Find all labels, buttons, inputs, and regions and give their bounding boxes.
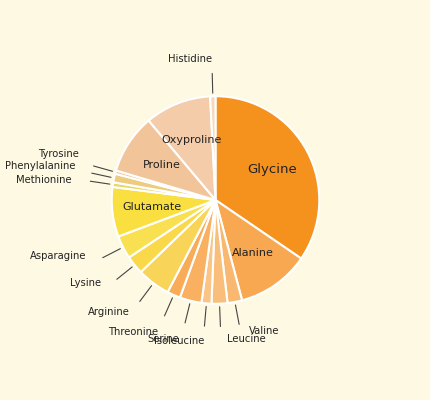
Wedge shape (179, 200, 215, 303)
Wedge shape (215, 96, 319, 258)
Wedge shape (111, 187, 215, 236)
Wedge shape (201, 200, 215, 304)
Text: Lysine: Lysine (70, 278, 101, 288)
Wedge shape (167, 200, 215, 298)
Text: Arginine: Arginine (88, 307, 129, 317)
Text: Proline: Proline (142, 160, 180, 170)
Wedge shape (215, 200, 301, 300)
Wedge shape (129, 200, 215, 272)
Text: Histidine: Histidine (168, 54, 212, 64)
Wedge shape (116, 120, 215, 200)
Text: Glutamate: Glutamate (122, 202, 181, 212)
Text: Threonine: Threonine (108, 327, 157, 337)
Text: Isoleucine: Isoleucine (153, 336, 203, 346)
Text: Asparagine: Asparagine (30, 251, 87, 261)
Wedge shape (210, 96, 215, 200)
Wedge shape (113, 174, 215, 200)
Text: Serine: Serine (147, 334, 179, 344)
Wedge shape (141, 200, 215, 292)
Wedge shape (211, 200, 227, 304)
Wedge shape (112, 182, 215, 200)
Wedge shape (215, 200, 242, 303)
Wedge shape (115, 170, 215, 200)
Wedge shape (118, 200, 215, 258)
Text: Tyrosine: Tyrosine (38, 149, 79, 159)
Text: Oxyproline: Oxyproline (161, 135, 221, 145)
Text: Alanine: Alanine (231, 248, 273, 258)
Text: Methionine: Methionine (16, 175, 71, 185)
Text: Phenylalanine: Phenylalanine (5, 160, 75, 170)
Text: Valine: Valine (248, 326, 279, 336)
Text: Leucine: Leucine (226, 334, 265, 344)
Text: Glycine: Glycine (247, 164, 297, 176)
Wedge shape (148, 96, 215, 200)
